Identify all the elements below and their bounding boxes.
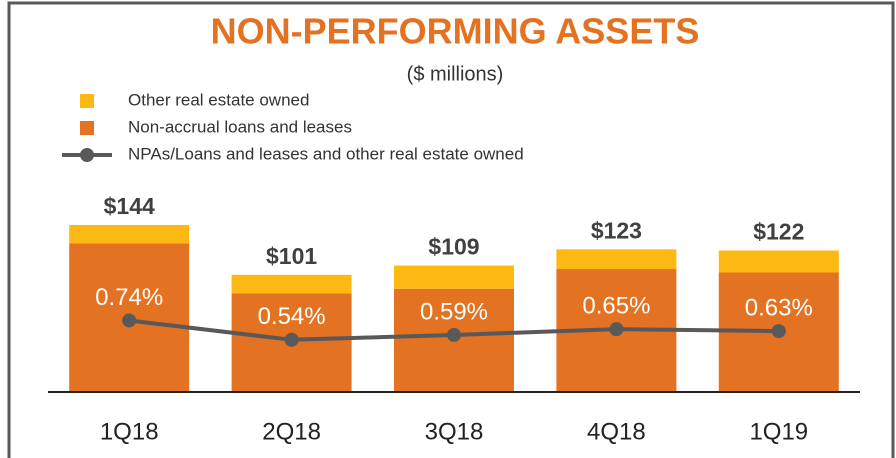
line-value-label: 0.63% <box>745 294 813 321</box>
line-value-label: 0.74% <box>95 284 163 311</box>
x-tick-label: 1Q19 <box>749 418 808 445</box>
bar-segment <box>718 250 839 273</box>
frame <box>7 1 895 458</box>
total-label: $123 <box>591 217 642 243</box>
line-value-label: 0.54% <box>258 303 326 330</box>
legend-swatch <box>80 94 94 108</box>
legend-label: Other real estate owned <box>128 90 309 109</box>
bar-segment <box>394 265 514 289</box>
bar-segment <box>556 249 677 270</box>
legend-label: NPAs/Loans and leases and other real est… <box>128 144 524 163</box>
line-marker <box>122 313 137 328</box>
total-label: $144 <box>104 193 155 219</box>
legend-marker <box>80 148 94 162</box>
bar-segment <box>231 274 352 294</box>
line-value-label: 0.59% <box>420 298 488 325</box>
total-label: $122 <box>753 219 804 245</box>
line-marker <box>447 327 461 342</box>
chart-title: NON-PERFORMING ASSETS <box>211 11 700 52</box>
chart-subtitle: ($ millions) <box>407 63 504 85</box>
x-tick-label: 3Q18 <box>425 418 484 445</box>
line-value-label: 0.65% <box>582 293 650 320</box>
line-marker <box>609 322 624 337</box>
legend-label: Non-accrual loans and leases <box>128 117 352 136</box>
total-label: $101 <box>266 243 317 269</box>
line-marker <box>771 324 786 339</box>
x-tick-label: 4Q18 <box>587 418 646 445</box>
legend-swatch <box>80 121 94 135</box>
x-tick-label: 2Q18 <box>262 418 321 445</box>
line-marker <box>284 332 299 347</box>
x-tick-label: 1Q18 <box>100 418 159 445</box>
bar-segment <box>69 224 190 244</box>
total-label: $109 <box>428 234 479 260</box>
